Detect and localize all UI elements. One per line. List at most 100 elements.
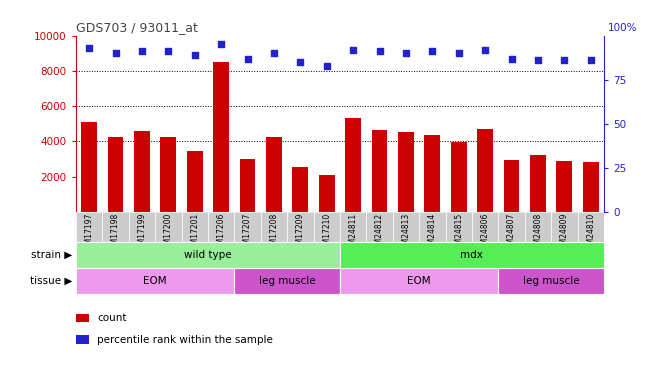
Bar xyxy=(340,242,604,268)
Bar xyxy=(393,212,419,242)
Text: count: count xyxy=(97,313,127,323)
Bar xyxy=(76,212,102,242)
Text: GDS703 / 93011_at: GDS703 / 93011_at xyxy=(76,21,198,34)
Point xyxy=(506,56,517,62)
Bar xyxy=(261,212,287,242)
Bar xyxy=(213,62,229,212)
Text: wild type: wild type xyxy=(184,250,232,260)
Text: GSM24811: GSM24811 xyxy=(348,213,358,254)
Bar xyxy=(477,129,493,212)
Text: GSM17198: GSM17198 xyxy=(111,213,120,254)
Text: GSM17200: GSM17200 xyxy=(164,213,173,254)
Text: GSM24807: GSM24807 xyxy=(507,213,516,254)
Point xyxy=(585,57,596,63)
Bar xyxy=(108,137,123,212)
Bar xyxy=(451,142,467,212)
Text: GSM17197: GSM17197 xyxy=(84,213,94,254)
Bar xyxy=(556,161,572,212)
Bar xyxy=(266,137,282,212)
Bar xyxy=(446,212,472,242)
Text: GSM17209: GSM17209 xyxy=(296,213,305,254)
Bar xyxy=(340,212,366,242)
Point xyxy=(533,57,543,63)
Point xyxy=(137,48,147,54)
Bar xyxy=(498,268,604,294)
Text: percentile rank within the sample: percentile rank within the sample xyxy=(97,334,273,345)
Bar xyxy=(134,131,150,212)
Text: leg muscle: leg muscle xyxy=(259,276,315,286)
Text: GSM17210: GSM17210 xyxy=(322,213,331,254)
Point xyxy=(401,50,411,56)
Text: GSM24813: GSM24813 xyxy=(401,213,411,254)
Bar xyxy=(583,162,599,212)
Bar xyxy=(182,212,208,242)
Bar xyxy=(76,242,340,268)
Bar xyxy=(76,314,89,322)
Bar xyxy=(419,212,446,242)
Text: EOM: EOM xyxy=(143,276,167,286)
Text: GSM17208: GSM17208 xyxy=(269,213,279,254)
Bar xyxy=(160,137,176,212)
Text: tissue ▶: tissue ▶ xyxy=(30,276,73,286)
Bar xyxy=(424,135,440,212)
Text: GSM24814: GSM24814 xyxy=(428,213,437,254)
Text: GSM24809: GSM24809 xyxy=(560,213,569,254)
Text: GSM24806: GSM24806 xyxy=(480,213,490,254)
Bar xyxy=(530,155,546,212)
Point xyxy=(374,48,385,54)
Bar xyxy=(498,212,525,242)
Point xyxy=(348,47,358,53)
Bar xyxy=(187,150,203,212)
Bar xyxy=(129,212,155,242)
Bar xyxy=(81,122,97,212)
Bar xyxy=(102,212,129,242)
Text: GSM24810: GSM24810 xyxy=(586,213,595,254)
Text: GSM24815: GSM24815 xyxy=(454,213,463,254)
Bar xyxy=(234,212,261,242)
Bar xyxy=(319,175,335,212)
Point xyxy=(269,50,279,56)
Text: leg muscle: leg muscle xyxy=(523,276,579,286)
Bar xyxy=(340,268,498,294)
Bar xyxy=(292,167,308,212)
Point xyxy=(163,48,174,54)
Bar xyxy=(345,118,361,212)
Text: GSM17207: GSM17207 xyxy=(243,213,252,254)
Bar xyxy=(234,268,340,294)
Point xyxy=(84,45,94,51)
Point xyxy=(480,47,490,53)
Bar xyxy=(578,212,604,242)
Text: strain ▶: strain ▶ xyxy=(31,250,73,260)
Bar xyxy=(240,159,255,212)
Text: EOM: EOM xyxy=(407,276,431,286)
Bar xyxy=(372,130,387,212)
Text: GSM17206: GSM17206 xyxy=(216,213,226,254)
Text: GSM17199: GSM17199 xyxy=(137,213,147,254)
Bar xyxy=(314,212,340,242)
Point xyxy=(189,52,200,58)
Bar xyxy=(287,212,314,242)
Point xyxy=(110,50,121,56)
Bar xyxy=(366,212,393,242)
Point xyxy=(453,50,464,56)
Bar xyxy=(208,212,234,242)
Bar xyxy=(551,212,578,242)
Text: 100%: 100% xyxy=(608,23,638,33)
Bar xyxy=(76,268,234,294)
Text: GSM17201: GSM17201 xyxy=(190,213,199,254)
Bar xyxy=(398,132,414,212)
Bar xyxy=(472,212,498,242)
Point xyxy=(427,48,438,54)
Text: GSM24812: GSM24812 xyxy=(375,213,384,254)
Point xyxy=(295,59,306,65)
Bar xyxy=(155,212,182,242)
Bar xyxy=(504,160,519,212)
Point xyxy=(216,42,226,48)
Bar xyxy=(76,335,89,344)
Text: GSM24808: GSM24808 xyxy=(533,213,543,254)
Point xyxy=(559,57,570,63)
Text: mdx: mdx xyxy=(461,250,483,260)
Point xyxy=(321,63,332,69)
Point xyxy=(242,56,253,62)
Bar xyxy=(525,212,551,242)
